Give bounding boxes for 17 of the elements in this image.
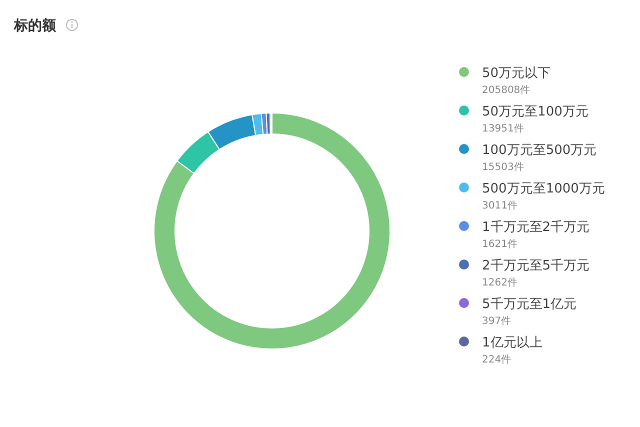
data-label: 3011件 [482,200,518,212]
data-label: 1621件 [482,239,518,250]
legend-label: 50万元至100万元 [482,104,588,120]
legend-label: 2千万元至5千万元 [482,258,590,274]
text: 标的额 [13,17,57,34]
legend-label: 1亿元以上 [482,336,542,350]
data-label: 224件 [482,354,512,366]
legend-label: 500万元至1000万元 [482,182,605,196]
data-label: 13951件 [482,124,524,134]
data-label: 397件 [482,316,512,327]
legend-label: 5千万元至1亿元 [482,297,577,312]
legend-label: 1千万元至2千万元 [482,220,590,235]
legend-label: 100万元至500万元 [482,143,597,158]
data-label: 1262件 [482,278,518,288]
data-label: 15503件 [482,162,524,173]
legend-label: 50万元以下 [482,66,551,81]
data-label: 205808件 [482,85,530,96]
